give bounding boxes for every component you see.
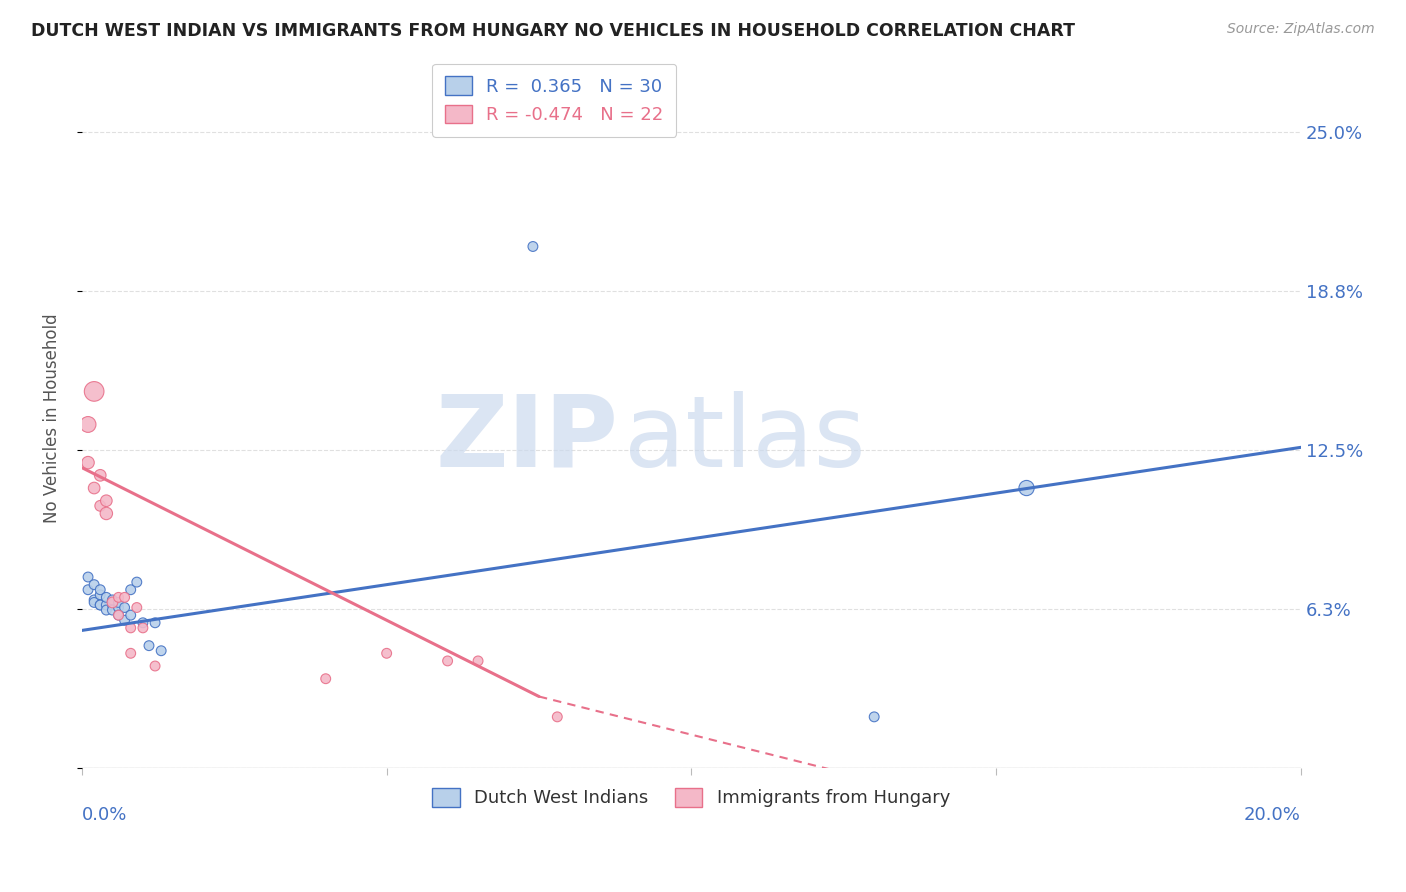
Text: Source: ZipAtlas.com: Source: ZipAtlas.com <box>1227 22 1375 37</box>
Point <box>522 239 544 253</box>
Text: ZIP: ZIP <box>436 391 619 488</box>
Point <box>125 575 148 590</box>
Point <box>1015 481 1038 495</box>
Point <box>107 591 129 605</box>
Text: atlas: atlas <box>624 391 866 488</box>
Point <box>107 608 129 623</box>
Point <box>467 654 489 668</box>
Point <box>863 710 886 724</box>
Point <box>83 593 105 607</box>
Point <box>375 646 398 660</box>
Point <box>436 654 458 668</box>
Point <box>120 646 142 660</box>
Point <box>96 598 118 612</box>
Point <box>83 384 105 399</box>
Point <box>96 591 118 605</box>
Text: DUTCH WEST INDIAN VS IMMIGRANTS FROM HUNGARY NO VEHICLES IN HOUSEHOLD CORRELATIO: DUTCH WEST INDIAN VS IMMIGRANTS FROM HUN… <box>31 22 1076 40</box>
Y-axis label: No Vehicles in Household: No Vehicles in Household <box>44 313 60 523</box>
Point <box>114 613 136 627</box>
Point <box>143 615 166 630</box>
Point <box>120 621 142 635</box>
Point <box>143 659 166 673</box>
Point <box>114 591 136 605</box>
Point <box>107 608 129 623</box>
Point <box>120 582 142 597</box>
Point <box>89 468 111 483</box>
Point <box>101 595 124 609</box>
Point <box>107 595 129 609</box>
Point <box>77 456 100 470</box>
Point <box>83 577 105 591</box>
Point <box>132 621 155 635</box>
Point <box>89 598 111 612</box>
Text: 0.0%: 0.0% <box>82 806 128 824</box>
Point <box>89 588 111 602</box>
Point <box>96 493 118 508</box>
Point <box>89 582 111 597</box>
Point <box>101 593 124 607</box>
Point <box>120 608 142 623</box>
Text: 20.0%: 20.0% <box>1244 806 1301 824</box>
Point <box>150 644 173 658</box>
Point <box>89 598 111 612</box>
Point <box>83 481 105 495</box>
Point <box>101 603 124 617</box>
Point <box>546 710 568 724</box>
Point <box>77 417 100 432</box>
Point <box>77 582 100 597</box>
Point <box>132 615 155 630</box>
Point <box>138 639 160 653</box>
Legend: Dutch West Indians, Immigrants from Hungary: Dutch West Indians, Immigrants from Hung… <box>425 780 957 814</box>
Point <box>125 600 148 615</box>
Point <box>114 600 136 615</box>
Point <box>77 570 100 584</box>
Point <box>83 595 105 609</box>
Point <box>107 600 129 615</box>
Point <box>96 507 118 521</box>
Point <box>89 499 111 513</box>
Point <box>96 603 118 617</box>
Point <box>315 672 337 686</box>
Point <box>101 598 124 612</box>
